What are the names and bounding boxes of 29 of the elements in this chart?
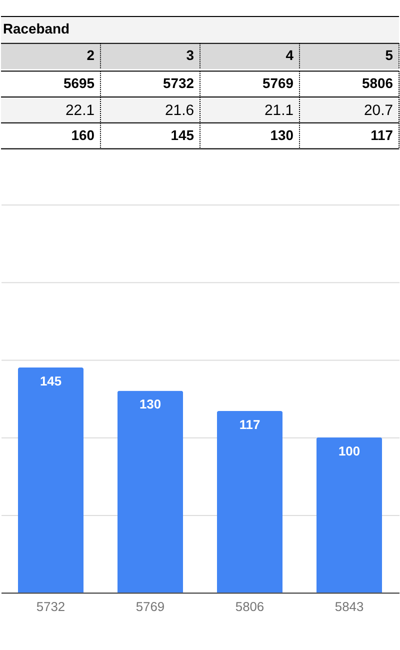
data-label: 21.1: [264, 102, 294, 119]
x-tick-label: 5769: [136, 598, 165, 614]
bar: [117, 390, 184, 593]
data-label: 130: [139, 396, 162, 412]
bar: [216, 410, 283, 593]
bar: [316, 437, 382, 593]
x-tick-label: 5806: [235, 598, 264, 614]
data-label: 145: [170, 126, 194, 143]
x-tick-label: 5732: [36, 598, 66, 614]
data-label: 5806: [362, 75, 394, 92]
data-label: 100: [338, 443, 360, 458]
x-tick-label: 4: [286, 47, 294, 64]
data-label: 117: [370, 126, 394, 143]
x-tick-label: 3: [186, 47, 194, 64]
x-tick-label: 5843: [334, 598, 364, 614]
data-label: 5732: [163, 75, 194, 92]
data-label: 20.7: [364, 102, 394, 119]
x-tick-label: 2: [86, 47, 95, 64]
data-label: 145: [40, 373, 62, 388]
x-tick-label: 5: [385, 47, 394, 64]
data-label: 21.6: [165, 102, 194, 119]
data-label: 22.1: [66, 102, 95, 119]
bar: [18, 368, 84, 593]
data-label: 160: [71, 126, 95, 143]
data-label: 5695: [64, 75, 95, 92]
data-label: 130: [270, 126, 294, 143]
chart-title: Raceband: [2, 20, 70, 36]
data-label: 117: [239, 416, 260, 432]
data-label: 5769: [262, 75, 294, 92]
